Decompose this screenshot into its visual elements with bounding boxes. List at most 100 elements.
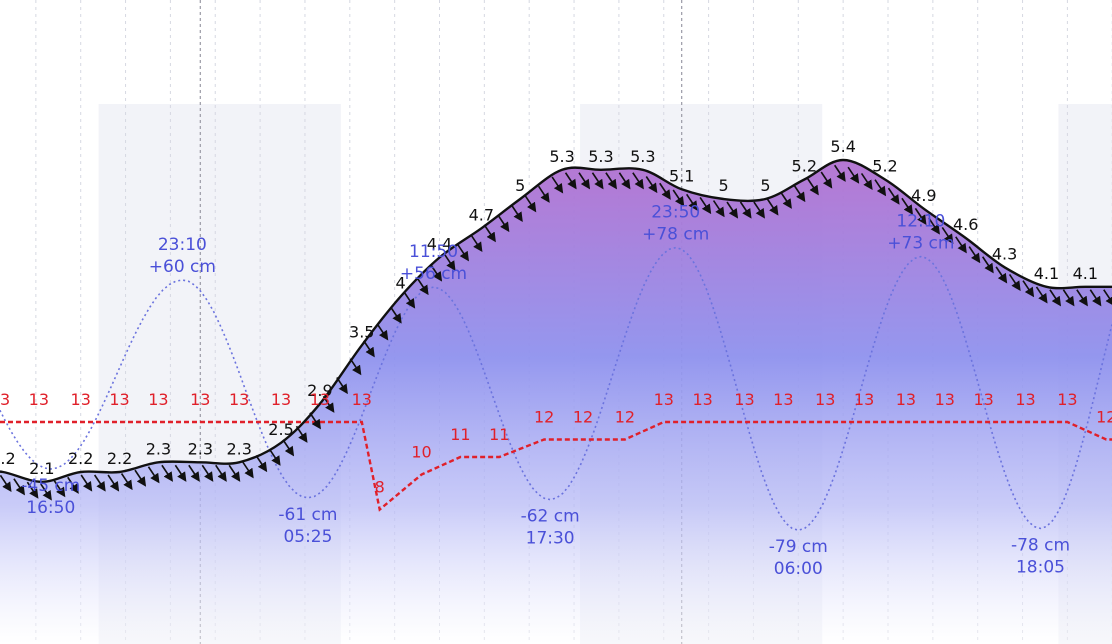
swell-arrow — [820, 171, 833, 189]
wind-speed-label: 12 — [615, 408, 635, 427]
wave-height-label: 4.9 — [911, 186, 936, 205]
swell-arrow — [578, 172, 591, 190]
swell-arrow — [470, 234, 483, 253]
wind-speed-label: 13 — [815, 390, 835, 409]
wind-speed-line — [0, 420, 1112, 512]
tide-time-label: 16:50 — [26, 498, 75, 518]
swell-arrow — [282, 439, 295, 457]
swell-arrow — [645, 176, 658, 194]
swell-arrow — [887, 187, 900, 205]
wave-height-label: 4.1 — [1034, 264, 1059, 283]
wave-height-label: 4.4 — [427, 235, 452, 254]
swell-arrow — [780, 191, 792, 209]
swell-arrow — [807, 178, 819, 196]
wave-height-label: 2.2 — [0, 449, 16, 468]
wave-height-label: 2.3 — [146, 439, 171, 458]
wind-speed-label: 13 — [896, 390, 916, 409]
wave-height-label: 2.1 — [29, 459, 54, 478]
wave-height-label: 5.2 — [792, 157, 817, 176]
swell-arrow — [524, 195, 537, 213]
swell-arrow — [93, 474, 106, 492]
tide-height-label: -78 cm — [1011, 535, 1070, 555]
swell-arrow — [322, 395, 335, 413]
wind-speed-label: 13 — [190, 390, 210, 409]
wave-height-label: 4.7 — [469, 205, 494, 224]
tide-time-label: 05:25 — [283, 527, 332, 547]
wind-speed-labels: 13 13 13 13 13 13 13 13 13 13 8 10 11 11 12 12 12 13 13 13 1… — [0, 390, 1112, 497]
wave-height-label: 5 — [515, 176, 525, 195]
swell-arrow — [40, 483, 52, 501]
wave-height-label: 5.2 — [872, 157, 897, 176]
tide-curve — [0, 246, 1112, 532]
swell-arrow — [1076, 289, 1088, 307]
swell-arrow — [268, 448, 281, 466]
wave-height-label: 2.3 — [188, 439, 213, 458]
swell-arrow — [80, 474, 93, 492]
tide-height-label: -79 cm — [769, 537, 828, 557]
swell-direction-arrows — [0, 164, 1112, 501]
wind-speed-label: 10 — [411, 443, 431, 462]
swell-arrow — [659, 182, 671, 200]
swell-arrow — [793, 185, 806, 203]
swell-arrow — [349, 358, 362, 376]
wind-speed-label: 12 — [1096, 408, 1112, 427]
swell-arrow — [134, 469, 147, 487]
swell-arrow — [363, 340, 375, 358]
swell-arrow — [416, 278, 429, 296]
tide-time-label: 06:00 — [774, 559, 823, 579]
wave-height-label: 2.3 — [226, 439, 251, 458]
swell-arrow — [901, 197, 914, 215]
tide-height-label: -45 cm — [21, 476, 80, 496]
swell-arrow — [874, 179, 887, 197]
wind-speed-label: 11 — [450, 425, 470, 444]
wind-speed-label: 13 — [109, 390, 129, 409]
swell-arrow — [67, 476, 79, 494]
swell-arrow — [295, 425, 308, 443]
swell-arrow — [376, 323, 389, 341]
wind-speed-label: 11 — [489, 425, 509, 444]
swell-arrow — [255, 455, 268, 473]
tide-time-label: 11:50 — [409, 242, 458, 262]
swell-arrow — [955, 236, 967, 254]
wind-speed-label: 13 — [734, 390, 754, 409]
wind-speed-label: 13 — [0, 390, 10, 409]
swell-arrow — [591, 172, 604, 190]
wind-speed-label: 13 — [352, 390, 372, 409]
swell-arrow — [995, 266, 1008, 284]
wave-height-label: 2.9 — [307, 381, 332, 400]
swell-arrow — [1089, 289, 1102, 307]
swell-arrow — [982, 256, 994, 274]
wave-height-area — [0, 160, 1112, 644]
wind-speed-label: 13 — [1057, 390, 1077, 409]
swell-arrow — [188, 464, 200, 482]
swell-arrow — [739, 201, 752, 219]
swell-arrow — [860, 173, 873, 191]
wave-height-label: 4.6 — [953, 215, 978, 234]
wave-height-label: 5.3 — [630, 147, 655, 166]
swell-arrow — [430, 264, 443, 282]
tide-time-label: 23:10 — [158, 235, 207, 255]
swell-arrow — [389, 306, 402, 324]
swell-arrow — [484, 225, 496, 243]
tide-time-label: 23:50 — [651, 203, 700, 223]
swell-arrow — [228, 464, 241, 482]
swell-arrow — [833, 164, 846, 182]
swell-arrow — [403, 291, 416, 309]
wave-height-label: 4 — [396, 274, 406, 293]
wind-speed-label: 13 — [29, 390, 49, 409]
tide-height-label: -61 cm — [278, 505, 337, 525]
swell-arrow — [336, 377, 348, 395]
wave-height-label: 5.4 — [830, 137, 855, 156]
wave-height-line — [0, 158, 1112, 484]
swell-arrow — [1103, 289, 1112, 307]
swell-arrow — [537, 185, 550, 203]
swell-arrow — [632, 172, 644, 190]
swell-arrow — [1049, 289, 1062, 307]
wind-speed-label: 13 — [692, 390, 712, 409]
wind-speed-label: 12 — [573, 408, 593, 427]
swell-arrow — [941, 226, 954, 245]
swell-arrow — [699, 197, 712, 215]
swell-arrow — [241, 461, 254, 479]
wave-height-labels: 2.2 2.1 2.2 2.2 2.3 2.3 2.3 2.5 2.9 3.5 4 4.4 4.7 5 5.… — [0, 137, 1098, 478]
